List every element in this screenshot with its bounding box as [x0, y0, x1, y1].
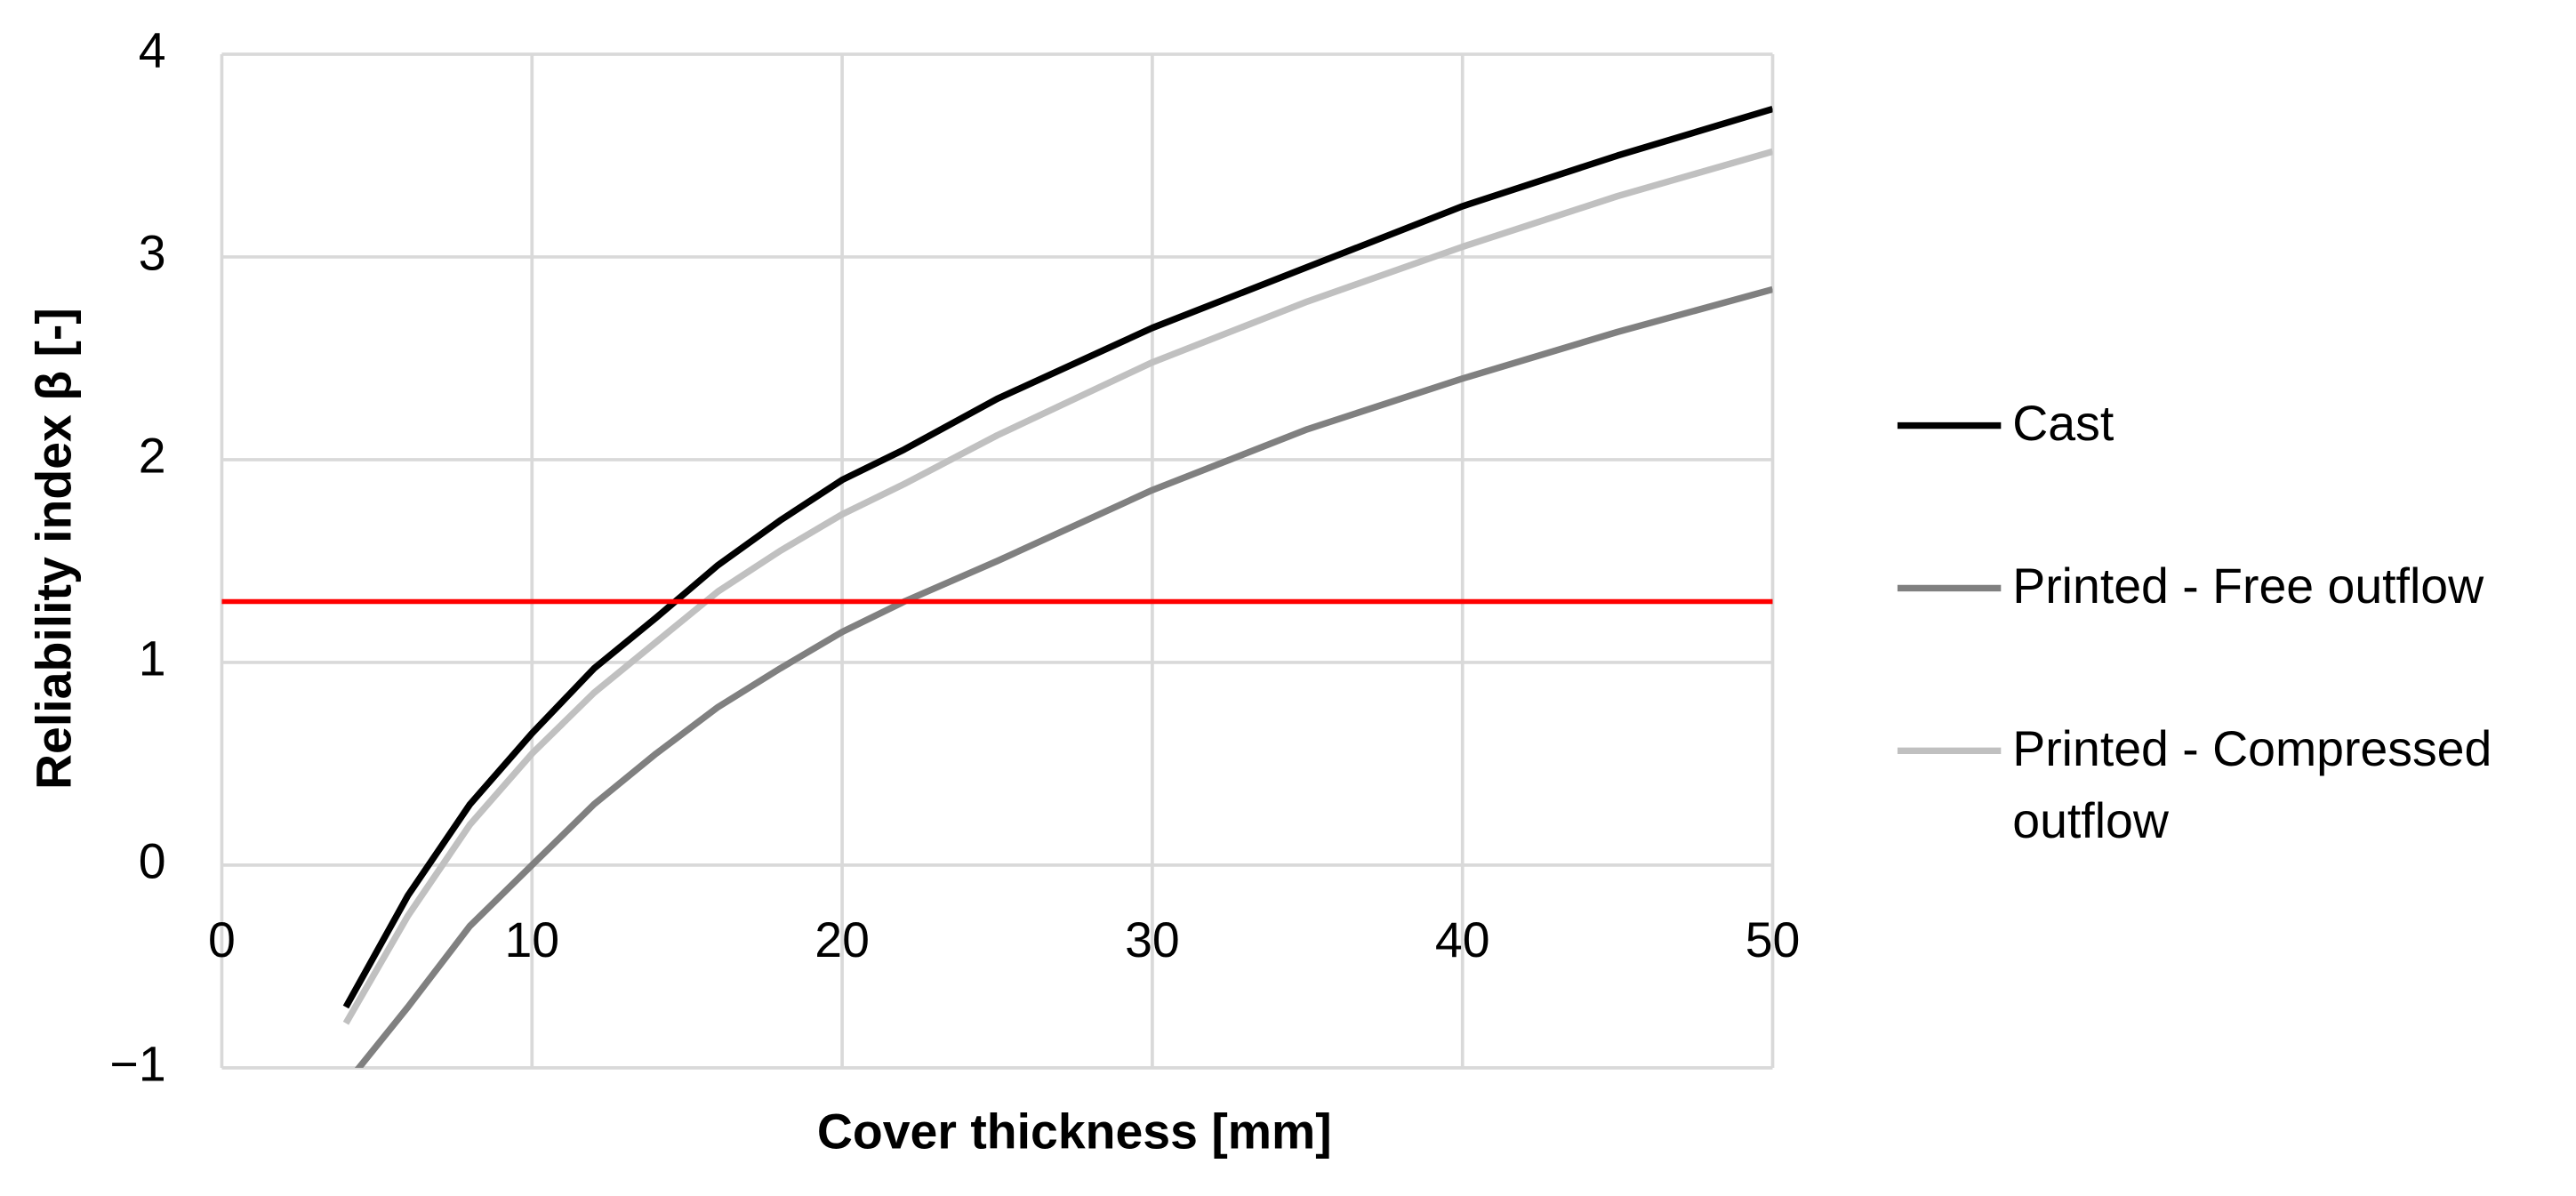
- y-tick-label: 4: [139, 23, 166, 78]
- x-tick-label: 10: [504, 912, 559, 967]
- grid: [220, 52, 1775, 1070]
- x-tick-label: 20: [815, 912, 870, 967]
- legend-entry: Printed - Free outflow: [2012, 560, 2484, 614]
- y-tick-label: 3: [139, 226, 166, 281]
- series-line: [342, 105, 1773, 1009]
- y-tick-label: 2: [139, 429, 166, 484]
- legend-label: Printed - Compressed outflow: [2012, 722, 2492, 850]
- plot-area: [221, 105, 1773, 1068]
- x-tick-label: 0: [208, 912, 236, 967]
- legend-label: Cast: [2012, 397, 2115, 453]
- series-line: [354, 285, 1773, 1068]
- legend-entry: Printed - Compressed outflow: [2012, 722, 2492, 850]
- y-tick-label: 0: [139, 834, 166, 889]
- y-tick-label: −1: [109, 1037, 165, 1092]
- x-tick-label: 40: [1435, 912, 1490, 967]
- x-tick-label: 30: [1125, 912, 1180, 967]
- series-line: [342, 148, 1773, 1025]
- legend-entry: Cast: [2012, 397, 2115, 453]
- x-axis-title: Cover thickness [mm]: [817, 1104, 1332, 1159]
- x-tick-label: 50: [1745, 912, 1801, 967]
- legend-label: Printed - Free outflow: [2012, 560, 2484, 614]
- y-tick-label: 1: [139, 631, 166, 686]
- y-axis-title: Reliability index β [-]: [26, 308, 81, 790]
